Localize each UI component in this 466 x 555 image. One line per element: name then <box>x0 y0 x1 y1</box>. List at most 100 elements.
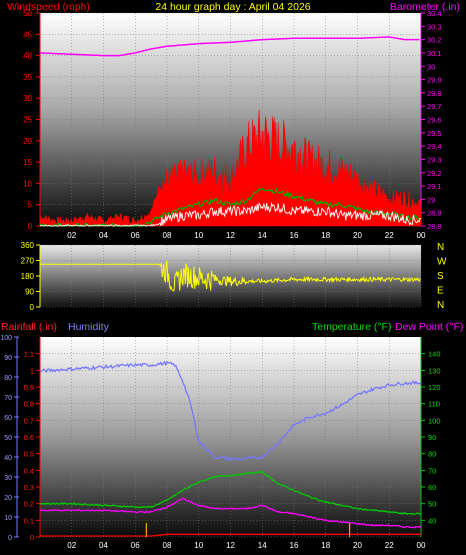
barometer-y-tick-label: 29.9 <box>427 76 442 85</box>
rainfall-series <box>40 533 421 537</box>
rain-y-tick-label: 0.1 <box>24 516 34 525</box>
rainfall-axis-label: Rainfall (.in) <box>1 321 57 333</box>
wind-direction-series <box>40 259 421 292</box>
compass-label: W <box>437 257 447 268</box>
barometer-y-tick-label: 28.9 <box>427 209 442 218</box>
humidity-y-tick-label: 100 <box>0 335 12 342</box>
chart-title: 24 hour graph day : April 04 2026 <box>155 1 310 13</box>
humidity-y-tick-label: 30 <box>4 475 12 482</box>
dewpoint-series <box>39 497 422 529</box>
wind-x-tick-label: 04 <box>99 231 108 240</box>
barometer-y-tick-label: 29.8 <box>427 89 442 98</box>
temperature-y-tick-label: 140 <box>428 350 441 359</box>
rain-y-tick-label: 0.5 <box>24 450 34 459</box>
wind-x-tick-label: 00 <box>417 231 426 240</box>
wind-y-tick-label: 5 <box>28 201 33 210</box>
direction-y-tick-label: 360 <box>21 241 35 250</box>
rain-y-tick-label: 0.8 <box>24 400 34 409</box>
barometer-y-tick-label: 30 <box>427 62 435 71</box>
wind-y-tick-label: 50 <box>23 9 32 18</box>
wind-y-tick-label: 45 <box>23 30 32 39</box>
barometer-y-tick-label: 30.4 <box>427 9 442 18</box>
direction-y-tick-label: 180 <box>21 272 35 281</box>
barometer-y-tick-label: 28.8 <box>427 222 442 231</box>
temperature-y-tick-label: 110 <box>428 400 440 409</box>
temp-x-tick-label: 02 <box>67 541 76 550</box>
direction-y-tick-label: 90 <box>25 288 34 297</box>
barometer-y-tick-label: 29.3 <box>427 155 442 164</box>
barometer-y-tick-label: 29.6 <box>427 116 442 125</box>
barometer-y-tick-label: 30.1 <box>427 49 442 58</box>
direction-y-tick-label: 270 <box>21 257 35 266</box>
rain-y-tick-label: 0.7 <box>24 416 34 425</box>
compass-label: N <box>437 300 444 311</box>
temperature-y-tick-label: 50 <box>428 500 436 509</box>
barometer-y-tick-label: 29.1 <box>427 182 442 191</box>
temp-x-tick-label: 08 <box>163 541 172 550</box>
dewpoint-axis-label: Dew Point (°F) <box>395 321 463 333</box>
temp-x-tick-label: 12 <box>226 541 235 550</box>
rain-y-tick-label: 1.1 <box>24 350 34 359</box>
humidity-y-tick-label: 40 <box>4 455 12 462</box>
temp-x-tick-label: 20 <box>353 541 362 550</box>
rain-y-tick-label: 0.9 <box>24 383 34 392</box>
temperature-y-tick-label: 80 <box>428 450 436 459</box>
windspeed-series <box>39 109 422 227</box>
temp-x-tick-label: 14 <box>258 541 267 550</box>
compass-label: E <box>437 286 444 297</box>
temp-x-tick-label: 18 <box>321 541 330 550</box>
temperature-y-tick-label: 60 <box>428 483 436 492</box>
wind-y-tick-label: 0 <box>28 222 33 231</box>
wind-x-tick-label: 22 <box>385 231 394 240</box>
wind-x-tick-label: 18 <box>321 231 330 240</box>
temp-x-tick-label: 22 <box>385 541 394 550</box>
rain-y-tick-label: 1 <box>30 366 34 375</box>
barometer-axis-label: Barometer (.in) <box>390 1 460 13</box>
barometer-series <box>39 36 420 57</box>
humidity-y-tick-label: 60 <box>4 415 12 422</box>
rain-y-tick-label: 0.2 <box>24 500 34 509</box>
compass-label: N <box>437 242 444 253</box>
humidity-y-tick-label: 90 <box>4 355 12 362</box>
temperature-y-tick-label: 120 <box>428 383 441 392</box>
gust-series <box>39 187 420 228</box>
barometer-y-tick-label: 30.2 <box>427 36 442 45</box>
wind-y-tick-label: 10 <box>23 179 32 188</box>
humidity-y-tick-label: 80 <box>4 375 12 382</box>
temperature-y-tick-label: 70 <box>428 466 436 475</box>
wind-x-tick-label: 16 <box>290 231 299 240</box>
chart-layer: 0510152025303540455028.828.92929.129.229… <box>0 9 447 550</box>
humidity-y-tick-label: 50 <box>4 435 12 442</box>
temperature-axis-label: Temperature (°F) <box>312 321 391 333</box>
humidity-axis-label: Humidity <box>68 321 110 333</box>
barometer-y-tick-label: 29.2 <box>427 169 442 178</box>
barometer-y-tick-label: 29 <box>427 195 435 204</box>
wind-x-tick-label: 08 <box>163 231 172 240</box>
compass-label: S <box>437 271 444 282</box>
temp-x-tick-label: 06 <box>131 541 140 550</box>
temperature-y-tick-label: 130 <box>428 366 441 375</box>
barometer-y-tick-label: 30.3 <box>427 22 442 31</box>
rain-y-tick-label: 0.3 <box>24 483 34 492</box>
wind-y-tick-label: 25 <box>23 116 32 125</box>
average-wind-series <box>39 201 422 227</box>
temperature-y-tick-label: 40 <box>428 516 436 525</box>
rain-y-tick-label: 0.6 <box>24 433 34 442</box>
humidity-series <box>39 360 422 462</box>
windspeed-axis-label: Windspeed (mph) <box>7 1 90 13</box>
humidity-y-tick-label: 10 <box>4 515 12 522</box>
rain-y-tick-label: 0.4 <box>24 466 34 475</box>
temp-x-tick-label: 16 <box>290 541 299 550</box>
temp-x-tick-label: 10 <box>194 541 203 550</box>
temperature-series <box>39 470 422 515</box>
temperature-y-tick-label: 100 <box>428 416 441 425</box>
wind-y-tick-label: 15 <box>23 158 32 167</box>
barometer-y-tick-label: 29.5 <box>427 129 442 138</box>
wind-y-tick-label: 20 <box>23 137 32 146</box>
humidity-y-tick-label: 70 <box>4 395 12 402</box>
wind-x-tick-label: 12 <box>226 231 235 240</box>
barometer-y-tick-label: 29.4 <box>427 142 442 151</box>
wind-x-tick-label: 20 <box>353 231 362 240</box>
barometer-y-tick-label: 29.7 <box>427 102 442 111</box>
